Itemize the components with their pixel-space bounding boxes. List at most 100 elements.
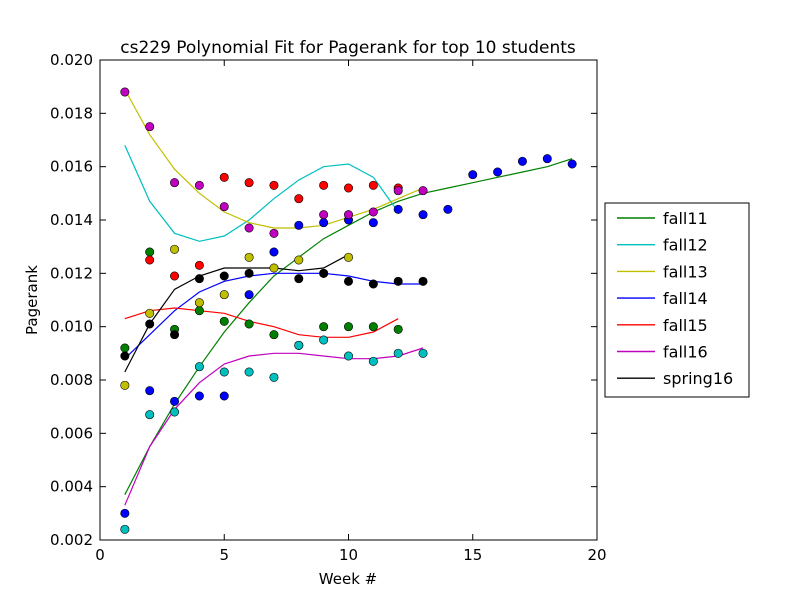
data-point-fall15-2 <box>194 260 204 270</box>
data-point-fall16-0 <box>120 87 130 97</box>
data-point-fall13-4 <box>219 290 229 300</box>
legend-label-fall12: fall12 <box>663 236 708 255</box>
data-point-fall11-10 <box>368 322 378 332</box>
y-tick-label: 0.014 <box>50 211 93 229</box>
data-point-fall16-7 <box>319 210 329 220</box>
data-point-spring16-0 <box>120 351 130 361</box>
data-point-fall14-16 <box>517 156 527 166</box>
data-point-fall11-0 <box>120 343 130 353</box>
fit-line-spring16 <box>124 254 349 373</box>
plot-frame <box>99 59 598 541</box>
data-point-fall12-0 <box>120 524 130 534</box>
data-point-fall12-7 <box>294 340 304 350</box>
plot-area <box>120 87 577 534</box>
y-tick-label: 0.016 <box>50 158 93 176</box>
y-axis-label: Pagerank <box>23 265 41 335</box>
data-point-fall12-12 <box>418 348 428 358</box>
legend-label-spring16: spring16 <box>663 369 733 388</box>
legend-label-fall15: fall15 <box>663 316 708 335</box>
data-point-spring16-5 <box>244 268 254 278</box>
data-point-fall12-10 <box>368 356 378 366</box>
data-point-fall14-11 <box>393 204 403 214</box>
legend-label-fall16: fall16 <box>663 343 708 362</box>
data-point-spring16-4 <box>219 271 229 281</box>
x-axis-label: Week # <box>319 570 377 588</box>
data-point-fall11-11 <box>393 324 403 334</box>
data-point-fall16-3 <box>194 180 204 190</box>
legend-box <box>604 202 750 398</box>
data-point-spring16-6 <box>294 274 304 284</box>
data-point-fall12-11 <box>393 348 403 358</box>
data-point-fall15-4 <box>244 178 254 188</box>
y-tick-label: 0.008 <box>50 371 93 389</box>
data-point-fall13-0 <box>120 380 130 390</box>
data-point-fall11-4 <box>219 316 229 326</box>
data-point-fall13-9 <box>343 252 353 262</box>
axis-ticks: 0 5 10 15 20 0.002 0.004 0.006 0.008 0.010 0.012 0.… <box>50 51 607 564</box>
data-point-fall12-4 <box>219 367 229 377</box>
data-point-fall11-9 <box>343 322 353 332</box>
data-point-fall13-7 <box>294 255 304 265</box>
data-point-fall15-6 <box>294 194 304 204</box>
data-point-fall16-2 <box>170 178 180 188</box>
data-point-fall13-1 <box>145 308 155 318</box>
data-point-spring16-10 <box>393 276 403 286</box>
data-point-fall14-12 <box>418 210 428 220</box>
data-point-fall14-14 <box>468 170 478 180</box>
data-point-fall14-15 <box>493 167 503 177</box>
data-point-spring16-3 <box>194 274 204 284</box>
fit-line-fall12 <box>124 145 399 242</box>
data-point-fall16-9 <box>368 207 378 217</box>
legend: fall11 fall12 fall13 fall14 fall15 fall16 spri… <box>604 202 750 398</box>
y-tick-label: 0.002 <box>50 531 93 549</box>
data-point-fall16-11 <box>418 186 428 196</box>
data-point-fall14-1 <box>145 386 155 396</box>
data-point-fall16-5 <box>244 223 254 233</box>
data-point-fall14-3 <box>194 391 204 401</box>
data-point-fall14-4 <box>219 391 229 401</box>
x-tick-label: 20 <box>587 546 606 564</box>
data-point-fall14-10 <box>368 218 378 228</box>
data-point-fall12-1 <box>145 410 155 420</box>
data-point-fall14-8 <box>319 218 329 228</box>
data-point-fall15-5 <box>269 180 279 190</box>
x-tick-label: 15 <box>463 546 482 564</box>
data-point-fall16-4 <box>219 202 229 212</box>
data-point-fall14-6 <box>269 247 279 257</box>
data-point-fall14-0 <box>120 508 130 518</box>
fit-line-fall14 <box>124 272 424 360</box>
x-tick-label: 0 <box>95 546 105 564</box>
data-point-spring16-11 <box>418 276 428 286</box>
data-point-fall13-3 <box>194 298 204 308</box>
data-point-fall15-0 <box>145 255 155 265</box>
fit-line-fall15 <box>124 307 399 338</box>
fit-line-fall16 <box>124 347 424 506</box>
data-point-fall12-3 <box>194 362 204 372</box>
data-point-fall14-2 <box>170 396 180 406</box>
x-tick-label: 5 <box>219 546 229 564</box>
data-point-fall12-8 <box>319 335 329 345</box>
data-point-fall12-2 <box>170 407 180 417</box>
y-tick-label: 0.010 <box>50 318 93 336</box>
data-point-fall12-6 <box>269 372 279 382</box>
data-point-fall15-9 <box>368 180 378 190</box>
data-point-fall16-6 <box>269 228 279 238</box>
y-tick-label: 0.004 <box>50 478 93 496</box>
data-point-fall12-9 <box>343 351 353 361</box>
data-point-fall16-1 <box>145 122 155 132</box>
data-point-fall15-8 <box>343 183 353 193</box>
data-point-spring16-8 <box>343 276 353 286</box>
data-point-fall14-13 <box>443 204 453 214</box>
data-point-spring16-7 <box>319 268 329 278</box>
data-point-fall15-1 <box>170 271 180 281</box>
y-tick-label: 0.012 <box>50 264 93 282</box>
legend-label-fall13: fall13 <box>663 262 708 281</box>
data-point-fall13-6 <box>269 263 279 273</box>
data-point-fall15-7 <box>319 180 329 190</box>
data-point-fall11-1 <box>145 247 155 257</box>
data-point-fall14-5 <box>244 290 254 300</box>
data-point-fall15-3 <box>219 172 229 182</box>
data-point-fall16-10 <box>393 186 403 196</box>
fit-line-fall13 <box>124 89 424 229</box>
